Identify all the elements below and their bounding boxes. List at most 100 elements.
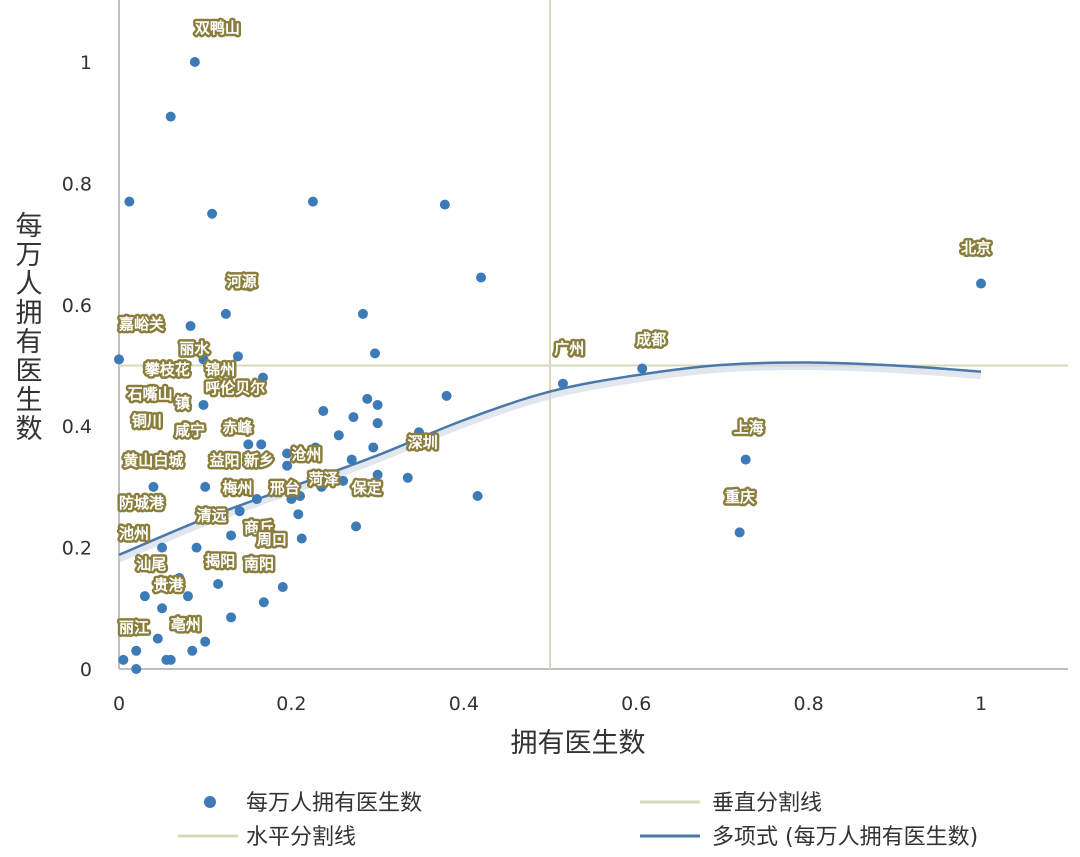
legend-label-vertical-divider: 垂直分割线 (712, 791, 822, 816)
data-point (348, 412, 359, 423)
y-axis-title-char: 万 (16, 240, 43, 271)
x-tick-label: 1 (975, 693, 987, 715)
data-point (256, 439, 267, 450)
data-point (182, 421, 193, 432)
data-point (213, 579, 224, 590)
data-point (307, 196, 318, 207)
city-label: 贵港 (153, 576, 184, 594)
city-label: 邢台 (269, 479, 300, 497)
y-axis-title-char: 每 (16, 211, 43, 242)
y-axis-title-char: 医 (16, 356, 43, 387)
data-point (734, 527, 745, 538)
data-point (296, 533, 307, 544)
city-label: 攀枝花 (144, 361, 190, 379)
trendline-shadow (117, 362, 982, 563)
trendline (118, 361, 982, 557)
data-point (114, 354, 124, 365)
data-point (472, 491, 483, 502)
city-label: 菏泽 (309, 470, 339, 488)
data-point (286, 494, 297, 505)
data-point (295, 491, 306, 502)
data-point (251, 494, 262, 505)
data-point (217, 451, 228, 462)
city-label: 益阳 (210, 452, 240, 470)
data-point (200, 636, 211, 647)
city-label: 南阳 (244, 555, 274, 573)
data-point (148, 481, 159, 492)
city-label: 赤峰 (222, 418, 253, 436)
city-label: 清远 (197, 506, 227, 524)
city-label: 保定 (351, 479, 382, 497)
data-point (316, 481, 327, 492)
y-axis-title-char: 拥 (16, 298, 43, 329)
y-tick-label: 0.4 (62, 416, 92, 438)
y-tick-label: 0.2 (62, 538, 92, 560)
data-point (131, 645, 142, 656)
legend: 每万人拥有医生数 垂直分割线 水平分割线 多项式 (每万人拥有医生数) (178, 791, 978, 850)
x-tick-label: 0 (113, 693, 125, 715)
data-point (293, 509, 304, 520)
data-point (198, 354, 209, 365)
city-label: 成都 (636, 330, 666, 348)
city-label: 黄山 (123, 452, 153, 470)
data-point (282, 448, 293, 459)
data-point (310, 442, 321, 453)
data-point (372, 399, 383, 410)
city-label: 呼伦贝尔 (205, 379, 265, 397)
y-axis-title-char: 人 (16, 269, 43, 300)
data-point (976, 278, 986, 289)
data-point (413, 427, 424, 438)
data-point (232, 351, 243, 362)
data-point (441, 390, 452, 401)
data-point (346, 454, 357, 465)
data-point (139, 591, 150, 602)
data-point (476, 272, 487, 283)
city-label: 北京 (961, 239, 991, 257)
data-point (439, 199, 450, 210)
data-point (338, 475, 349, 486)
city-label: 上海 (734, 418, 764, 436)
data-point (157, 603, 168, 614)
y-axis-title: 每万人拥有医生数 (16, 211, 43, 445)
city-label: 丽江 (119, 619, 149, 637)
data-point (372, 469, 383, 480)
city-label: 咸宁 (175, 421, 205, 439)
x-tick-label: 0.2 (276, 693, 306, 715)
x-axis-title: 拥有医生数 (511, 728, 646, 759)
city-label: 周口 (257, 531, 287, 549)
city-label: 锦州 (205, 361, 235, 379)
data-point (257, 372, 268, 383)
city-label: 重庆 (725, 488, 755, 506)
city-label: 商丘 (244, 518, 274, 536)
data-point (226, 612, 237, 623)
city-label: 双鸭山 (195, 19, 240, 37)
data-point (362, 393, 373, 404)
data-point (182, 591, 193, 602)
data-point (187, 645, 198, 656)
data-point (207, 208, 218, 219)
city-label: 沧州 (291, 446, 321, 464)
data-point (189, 57, 200, 67)
data-point (637, 363, 648, 374)
city-label: 亳州 (171, 616, 201, 634)
legend-label-points: 每万人拥有医生数 (246, 791, 422, 816)
legend-marker-points (204, 796, 216, 808)
city-label: 池州 (119, 524, 149, 542)
data-point (165, 451, 176, 462)
city-label: 深圳 (408, 433, 438, 451)
data-point (208, 512, 219, 523)
data-point (185, 321, 196, 332)
x-tick-label: 0.8 (793, 693, 823, 715)
data-point (277, 582, 288, 593)
data-point (243, 439, 254, 450)
data-point (152, 633, 163, 644)
data-point (370, 348, 381, 359)
data-point (372, 418, 383, 429)
data-point (191, 542, 202, 553)
data-point (131, 664, 142, 674)
data-point (118, 654, 129, 665)
trendline-group (117, 361, 982, 563)
x-tick-label: 0.6 (621, 693, 651, 715)
